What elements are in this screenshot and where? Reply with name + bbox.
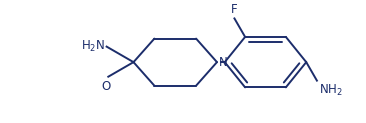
Text: O: O <box>102 80 111 93</box>
Text: F: F <box>231 3 238 16</box>
Text: H$_2$N: H$_2$N <box>81 39 105 54</box>
Text: NH$_2$: NH$_2$ <box>319 83 343 98</box>
Text: N: N <box>219 56 228 69</box>
